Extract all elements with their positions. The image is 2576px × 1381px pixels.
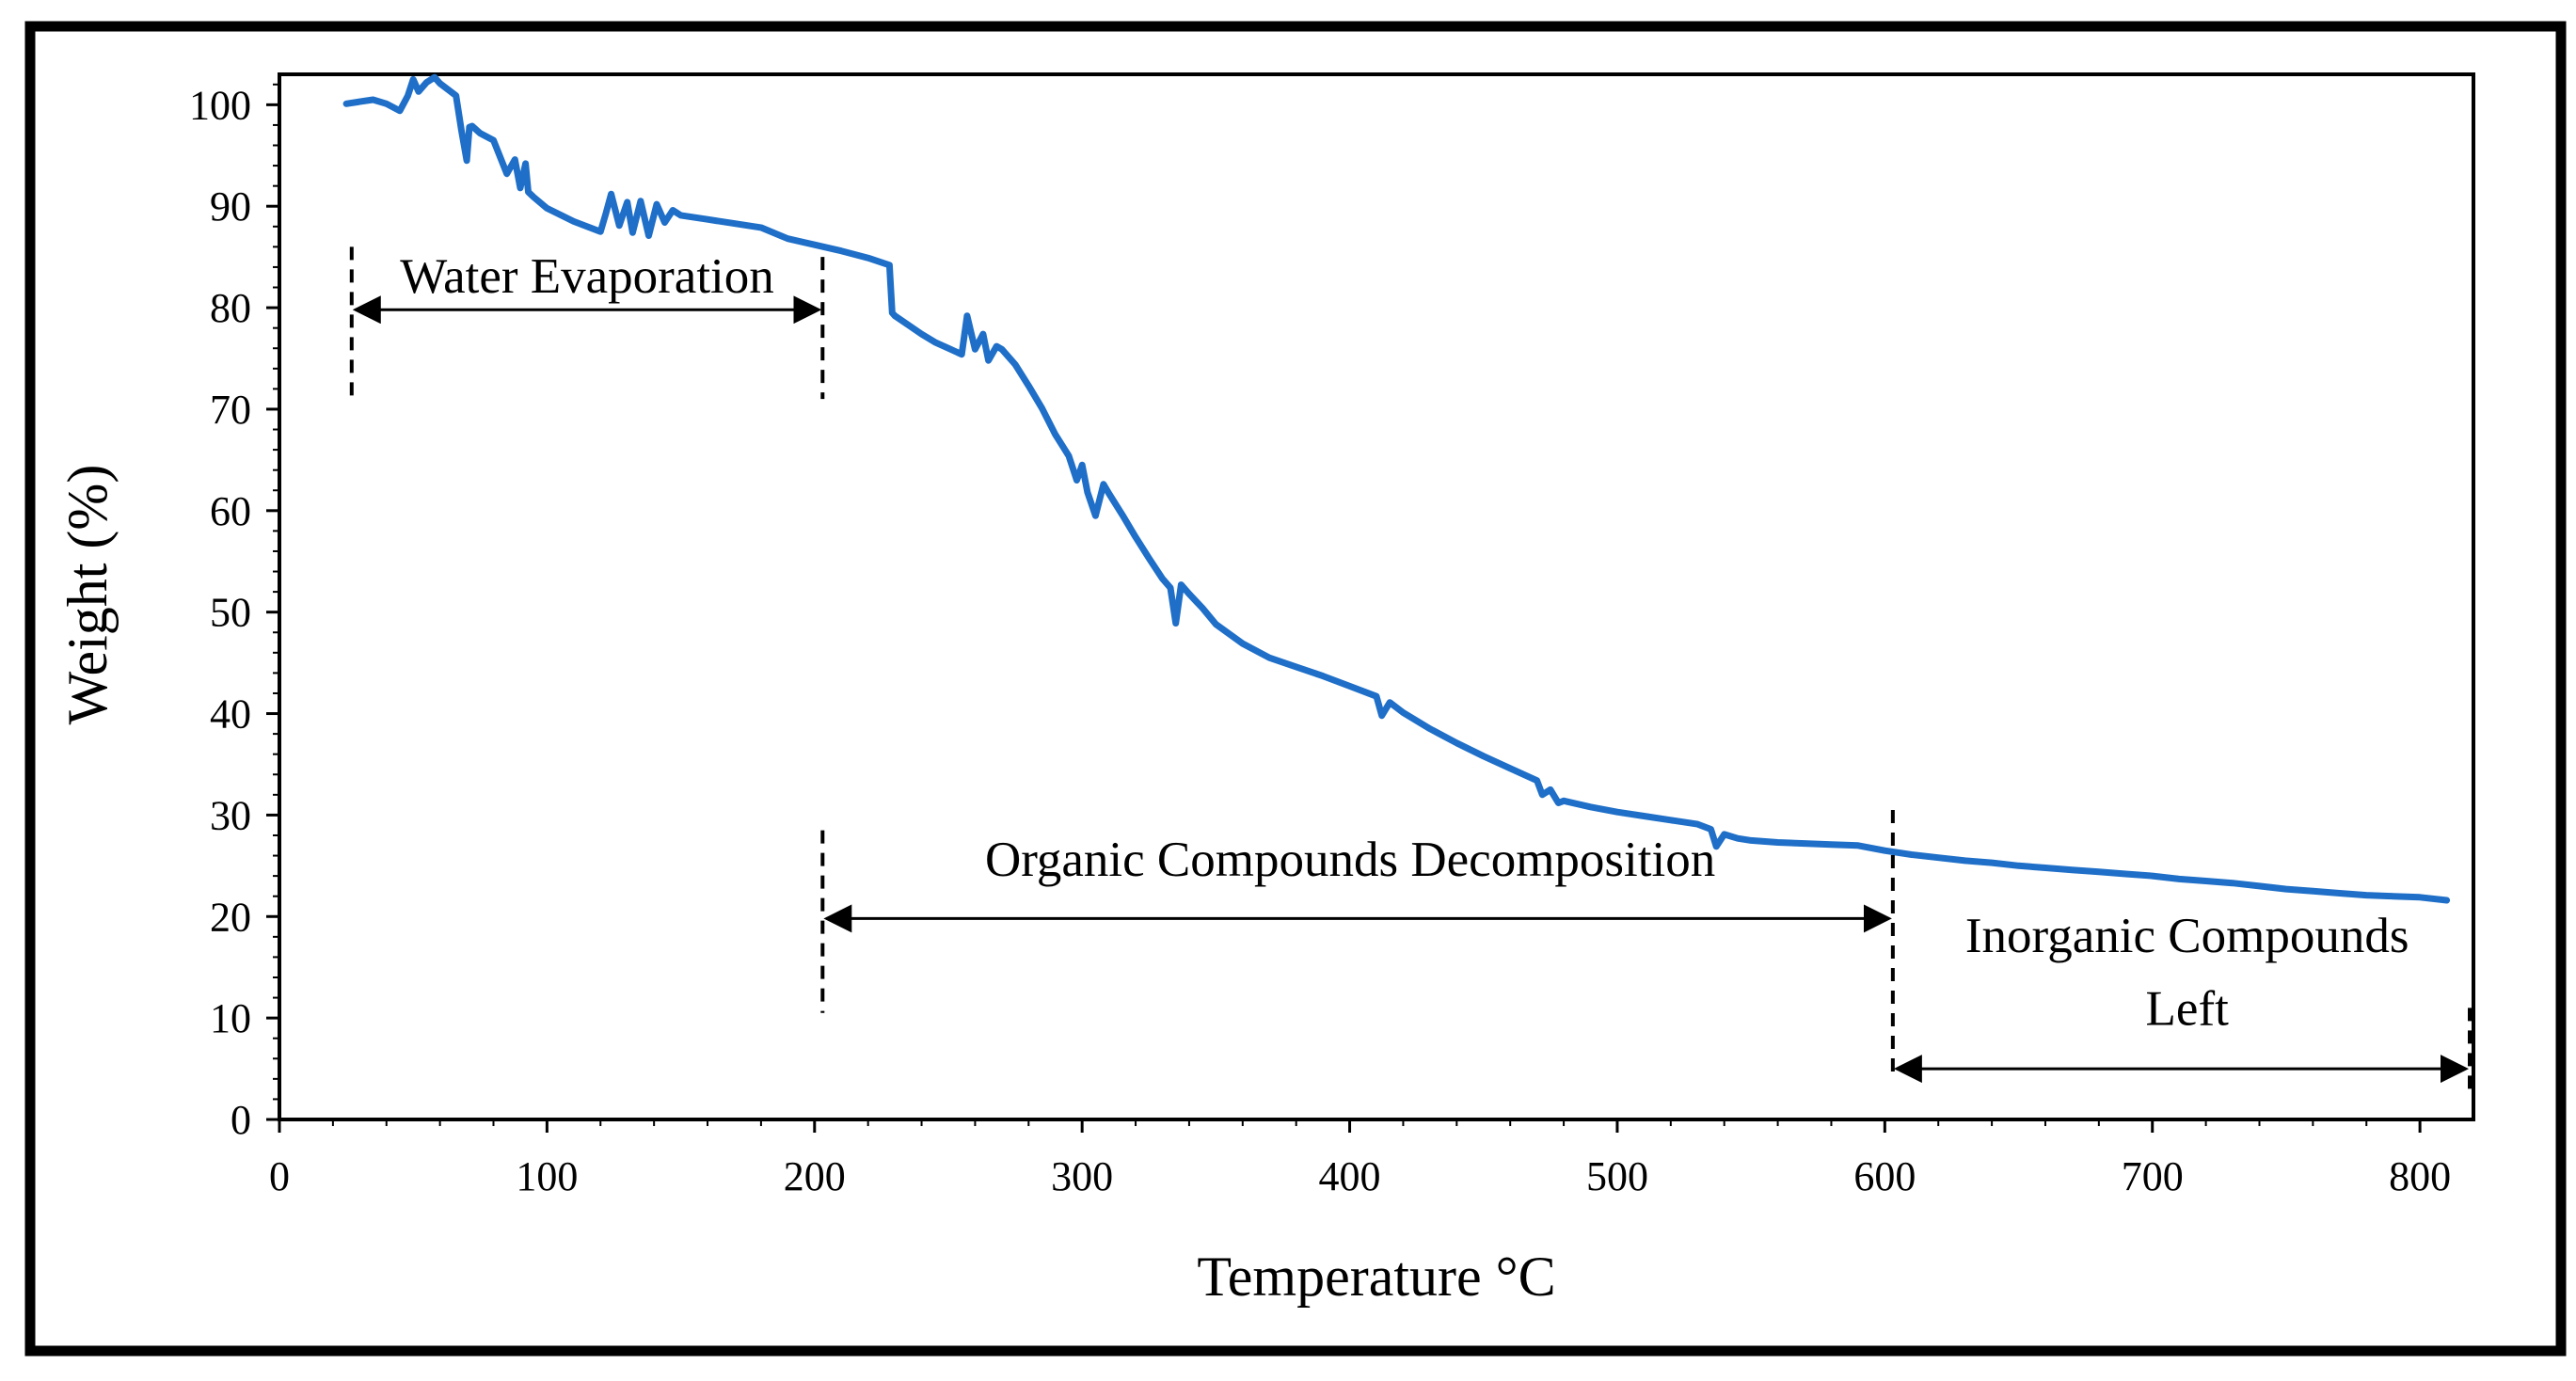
y-tick-label: 70 <box>210 387 251 433</box>
x-tick-label: 600 <box>1853 1153 1916 1199</box>
y-axis-ticks: 0 10 20 30 40 50 60 70 80 90 100 <box>189 82 279 1143</box>
y-axis-title: Weight (%) <box>56 465 119 725</box>
y-tick-label: 20 <box>210 894 251 940</box>
y-tick-label: 90 <box>210 183 251 230</box>
x-tick-label: 200 <box>784 1153 846 1199</box>
x-axis-ticks: 0 100 200 300 400 500 600 700 800 <box>269 1119 2451 1199</box>
x-tick-label: 0 <box>269 1153 290 1199</box>
annotation-inorganic-line1: Inorganic Compounds <box>1965 909 2409 963</box>
annotation-inorganic-line2: Left <box>2146 982 2230 1037</box>
annotations: Water Evaporation Organic Compounds Decom… <box>349 246 2472 1089</box>
annotation-organic-decomposition: Organic Compounds Decomposition <box>985 833 1715 887</box>
y-tick-label: 0 <box>231 1097 251 1143</box>
y-tick-label: 60 <box>210 488 251 534</box>
y-tick-label: 50 <box>210 590 251 636</box>
plot-frame <box>278 72 2475 1121</box>
y-tick-label: 30 <box>210 792 251 838</box>
x-tick-label: 300 <box>1051 1153 1113 1199</box>
outer-frame <box>24 21 2567 1357</box>
x-tick-label: 500 <box>1586 1153 1648 1199</box>
y-tick-label: 40 <box>210 691 251 738</box>
annotation-water-evaporation: Water Evaporation <box>400 249 773 304</box>
x-tick-label: 400 <box>1319 1153 1381 1199</box>
y-tick-label: 10 <box>210 995 251 1041</box>
x-tick-label: 800 <box>2389 1153 2451 1199</box>
y-tick-label: 100 <box>189 82 251 128</box>
y-tick-label: 80 <box>210 285 251 331</box>
x-tick-label: 700 <box>2122 1153 2184 1199</box>
x-tick-label: 100 <box>516 1153 578 1199</box>
series-line-tga <box>342 73 2451 904</box>
x-axis-title: Temperature °C <box>1197 1246 1555 1308</box>
